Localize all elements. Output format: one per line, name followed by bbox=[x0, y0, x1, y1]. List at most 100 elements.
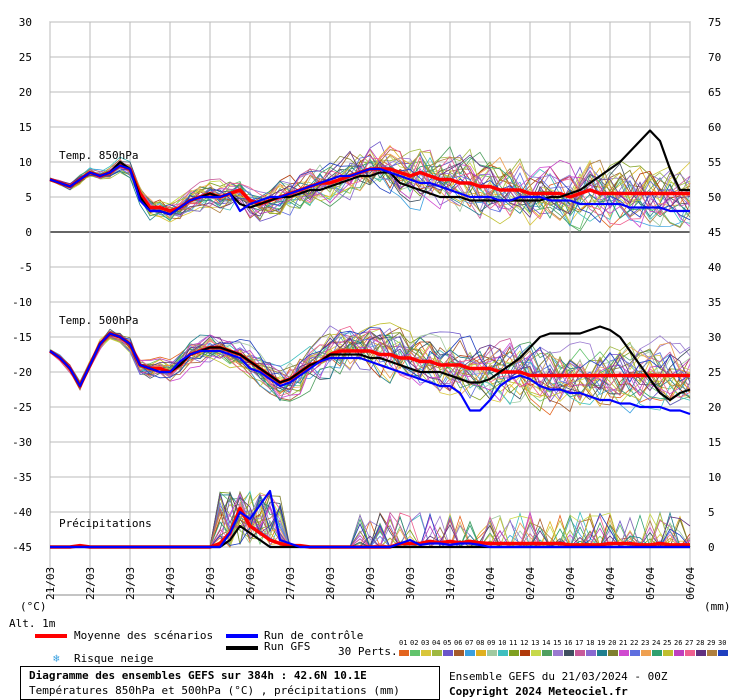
pert-number: 01 bbox=[399, 639, 408, 647]
left-tick-label: 30 bbox=[19, 16, 32, 29]
x-tick-label: 05/04 bbox=[644, 567, 657, 600]
x-tick-label: 24/03 bbox=[164, 567, 177, 600]
left-tick-label: -15 bbox=[12, 331, 32, 344]
left-tick-label: -45 bbox=[12, 541, 32, 554]
snowflake-icon: ❄ bbox=[53, 652, 60, 665]
left-axis: 30 25 20 15 10 5 0 -5 -10 -15 -20 -25 -30 -35 -40 -45 bbox=[12, 16, 32, 554]
pert-swatch bbox=[564, 650, 574, 656]
pert-number: 22 bbox=[630, 639, 639, 647]
pert-swatch bbox=[520, 650, 530, 656]
x-tick-label: 22/03 bbox=[84, 567, 97, 600]
pert-number: 09 bbox=[487, 639, 496, 647]
x-tick-label: 28/03 bbox=[324, 567, 337, 600]
footer-box: Diagramme des ensembles GEFS sur 384h : … bbox=[20, 666, 440, 700]
left-tick-label: -25 bbox=[12, 401, 32, 414]
pert-swatch bbox=[509, 650, 519, 656]
ens-t850-line bbox=[49, 154, 691, 229]
pert-swatch bbox=[421, 650, 431, 656]
legend-mean: Moyenne des scénarios bbox=[74, 629, 214, 642]
right-tick-label: 0 bbox=[708, 541, 715, 554]
left-unit-label: (°C) bbox=[20, 600, 47, 613]
legend-control: Run de contrôle bbox=[264, 629, 364, 642]
right-tick-label: 25 bbox=[708, 366, 721, 379]
pert-number: 11 bbox=[509, 639, 518, 647]
left-tick-label: 25 bbox=[19, 51, 32, 64]
x-tick-label: 30/03 bbox=[404, 567, 417, 600]
right-unit-label: (mm) bbox=[704, 600, 731, 613]
legend-gfs: Run GFS bbox=[264, 640, 311, 653]
x-tick-label: 04/04 bbox=[604, 567, 617, 600]
panel-label-t500: Temp. 500hPa bbox=[59, 314, 138, 327]
pert-number: 05 bbox=[443, 639, 452, 647]
panel-label-precip: Précipitations bbox=[59, 517, 152, 530]
right-tick-label: 55 bbox=[708, 156, 721, 169]
left-tick-label: 0 bbox=[25, 226, 32, 239]
pert-swatch bbox=[575, 650, 585, 656]
left-tick-label: 20 bbox=[19, 86, 32, 99]
right-tick-label: 30 bbox=[708, 331, 721, 344]
pert-number: 13 bbox=[531, 639, 540, 647]
ens-t500-line bbox=[49, 327, 691, 387]
x-tick-label: 25/03 bbox=[204, 567, 217, 600]
right-tick-label: 15 bbox=[708, 436, 721, 449]
pert-swatch bbox=[674, 650, 684, 656]
gfs-swatch bbox=[226, 646, 258, 650]
left-tick-label: -10 bbox=[12, 296, 32, 309]
series-precip-8 bbox=[50, 489, 690, 549]
right-tick-label: 45 bbox=[708, 226, 721, 239]
pert-number: 15 bbox=[553, 639, 562, 647]
right-tick-label: 60 bbox=[708, 121, 721, 134]
pert-swatch bbox=[597, 650, 607, 656]
pert-number: 23 bbox=[641, 639, 650, 647]
right-tick-label: 70 bbox=[708, 51, 721, 64]
pert-number: 25 bbox=[663, 639, 672, 647]
alt-label: Alt. 1m bbox=[9, 617, 56, 630]
run-info: Ensemble GEFS du 21/03/2024 - 00Z bbox=[449, 670, 668, 683]
pert-number: 10 bbox=[498, 639, 507, 647]
left-tick-label: 10 bbox=[19, 156, 32, 169]
x-tick-label: 27/03 bbox=[284, 567, 297, 600]
left-tick-label: -5 bbox=[19, 261, 32, 274]
x-tick-label: 31/03 bbox=[444, 567, 457, 600]
legend-snow: Risque neige bbox=[74, 652, 154, 665]
series-t850-2 bbox=[49, 164, 690, 216]
pert-swatch bbox=[630, 650, 640, 656]
pert-swatch bbox=[399, 650, 409, 656]
series-t500-3 bbox=[48, 331, 690, 388]
legend-perts: 30 Perts. bbox=[338, 645, 398, 658]
x-axis: 21/03 22/03 23/03 24/03 25/03 26/03 27/03 28/03… bbox=[44, 567, 697, 600]
pert-number: 26 bbox=[674, 639, 683, 647]
pert-swatch bbox=[410, 650, 420, 656]
pert-number: 12 bbox=[520, 639, 529, 647]
pert-swatch bbox=[465, 650, 475, 656]
x-tick-label: 06/04 bbox=[684, 567, 697, 600]
pert-number: 07 bbox=[465, 639, 474, 647]
pert-number: 27 bbox=[685, 639, 694, 647]
x-tick-label: 29/03 bbox=[364, 567, 377, 600]
pert-number: 08 bbox=[476, 639, 485, 647]
x-tick-label: 01/04 bbox=[484, 567, 497, 600]
pert-number: 18 bbox=[586, 639, 595, 647]
right-tick-label: 35 bbox=[708, 296, 721, 309]
pert-swatch bbox=[586, 650, 596, 656]
ens-t850-line bbox=[49, 157, 691, 216]
pert-number: 06 bbox=[454, 639, 463, 647]
pert-swatch bbox=[443, 650, 453, 656]
x-tick-label: 26/03 bbox=[244, 567, 257, 600]
ens-t500-line bbox=[49, 334, 691, 402]
pert-swatch bbox=[685, 650, 695, 656]
pert-swatch bbox=[641, 650, 651, 656]
pert-swatch bbox=[707, 650, 717, 656]
pert-number: 16 bbox=[564, 639, 573, 647]
pert-number: 17 bbox=[575, 639, 584, 647]
right-tick-label: 20 bbox=[708, 401, 721, 414]
left-tick-label: -30 bbox=[12, 436, 32, 449]
pert-number: 30 bbox=[718, 639, 727, 647]
pert-number: 29 bbox=[707, 639, 716, 647]
left-tick-label: -35 bbox=[12, 471, 32, 484]
pert-number: 24 bbox=[652, 639, 661, 647]
panel-label-t850: Temp. 850hPa bbox=[59, 149, 138, 162]
x-tick-label: 02/04 bbox=[524, 567, 537, 600]
right-tick-label: 5 bbox=[708, 506, 715, 519]
